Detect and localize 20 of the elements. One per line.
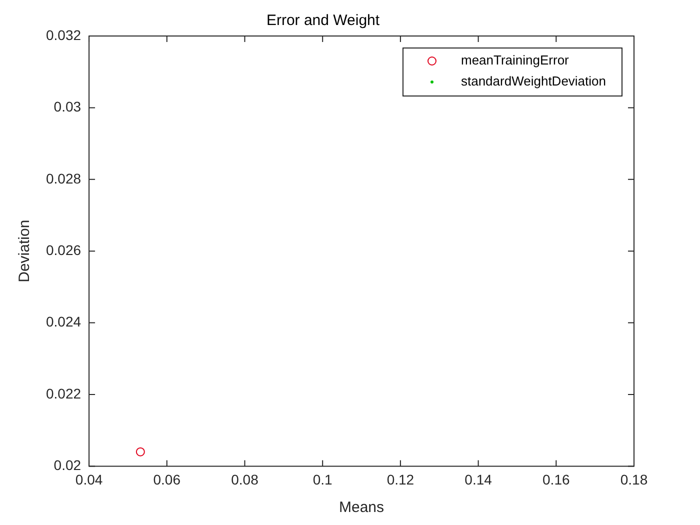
x-tick-label: 0.16 xyxy=(542,471,570,488)
y-tick-label: 0.028 xyxy=(46,170,82,186)
y-axis-title: Deviation xyxy=(16,220,34,282)
x-tick-label: 0.18 xyxy=(620,471,648,488)
x-tick-label: 0.08 xyxy=(231,471,259,488)
y-tick-label: 0.02 xyxy=(54,457,82,474)
y-tick-label: 0.024 xyxy=(46,314,82,330)
x-tick-label: 0.12 xyxy=(386,471,414,488)
legend-label: meanTrainingError xyxy=(460,52,570,68)
x-tick-label: 0.06 xyxy=(153,471,181,488)
legend-label: standardWeightDeviation xyxy=(460,74,606,89)
y-tick-label: 0.022 xyxy=(46,385,82,402)
x-tick-label: 0.14 xyxy=(464,471,492,488)
y-tick-label: 0.032 xyxy=(46,26,82,43)
y-tick-label: 0.026 xyxy=(46,242,82,258)
x-axis-title: Means xyxy=(339,499,384,516)
chart-title: Error and Weight xyxy=(266,12,380,30)
x-tick-label: 0.1 xyxy=(312,471,333,488)
x-tick-label: 0.04 xyxy=(75,471,103,488)
y-tick-label: 0.03 xyxy=(54,98,82,115)
